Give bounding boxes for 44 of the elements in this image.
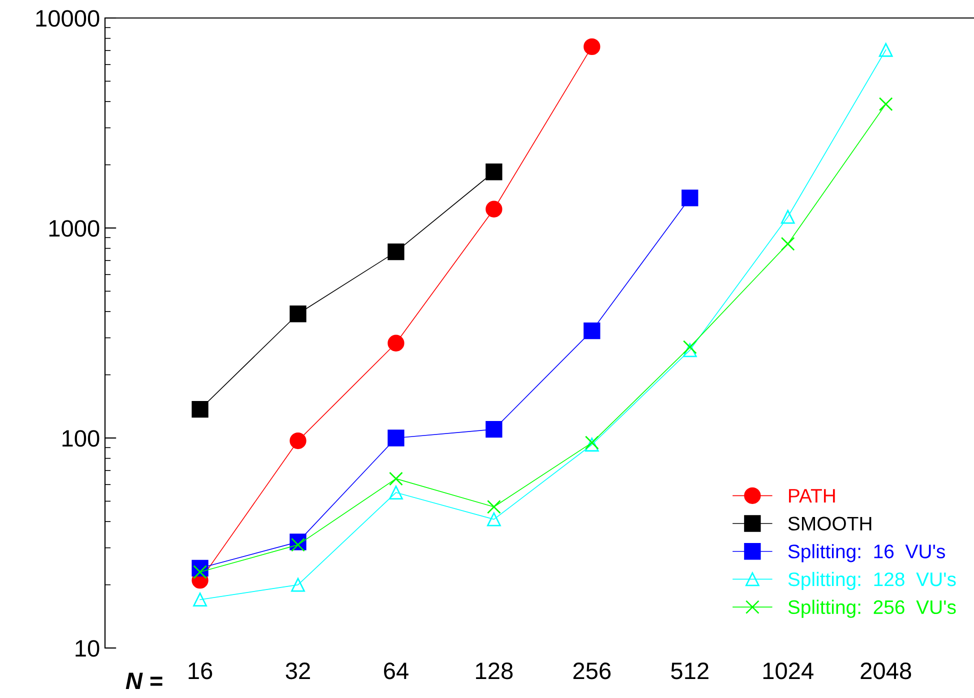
legend-label: Splitting: 16 VU's [788,544,945,562]
point [780,210,795,224]
x-tick-label: 256 [573,662,611,680]
point [388,244,404,260]
point [584,322,600,340]
legend-label: Splitting: 256 VU's [788,600,956,618]
point [682,340,697,354]
y-tick-label: 10 [76,640,100,657]
point [780,236,795,251]
point [290,432,306,450]
point [291,578,305,592]
x-tick-label: 32 [286,662,310,680]
point [486,164,502,180]
x-tick-label: 2048 [860,662,912,680]
point [291,538,305,552]
point [192,400,208,418]
point [290,306,306,322]
point [584,38,600,56]
x-tick-label: 64 [384,662,408,680]
legend-label: SMOOTH [788,516,872,531]
point [193,592,207,607]
x-tick-label: 16 [188,662,212,680]
legend-label: PATH [789,489,835,502]
y-tick-label: 100 [62,430,100,447]
legend-label: Splitting: 128 VU's [788,572,956,590]
x-tick-label: 128 [476,662,513,680]
y-tick-label: 1000 [49,220,100,237]
x-axis-title: N = [126,672,162,690]
point [682,190,698,206]
point [389,486,403,500]
x-tick-label: 512 [671,662,708,680]
point [487,512,501,526]
point [486,420,502,438]
point [388,430,404,446]
point [193,565,207,579]
point [878,97,893,112]
point [486,200,502,218]
point [389,472,403,486]
x-tick-label: 1024 [763,662,814,680]
y-tick-label: 10000 [36,10,100,27]
point [878,42,893,57]
point [388,334,404,352]
point [682,343,697,358]
point [487,500,501,514]
